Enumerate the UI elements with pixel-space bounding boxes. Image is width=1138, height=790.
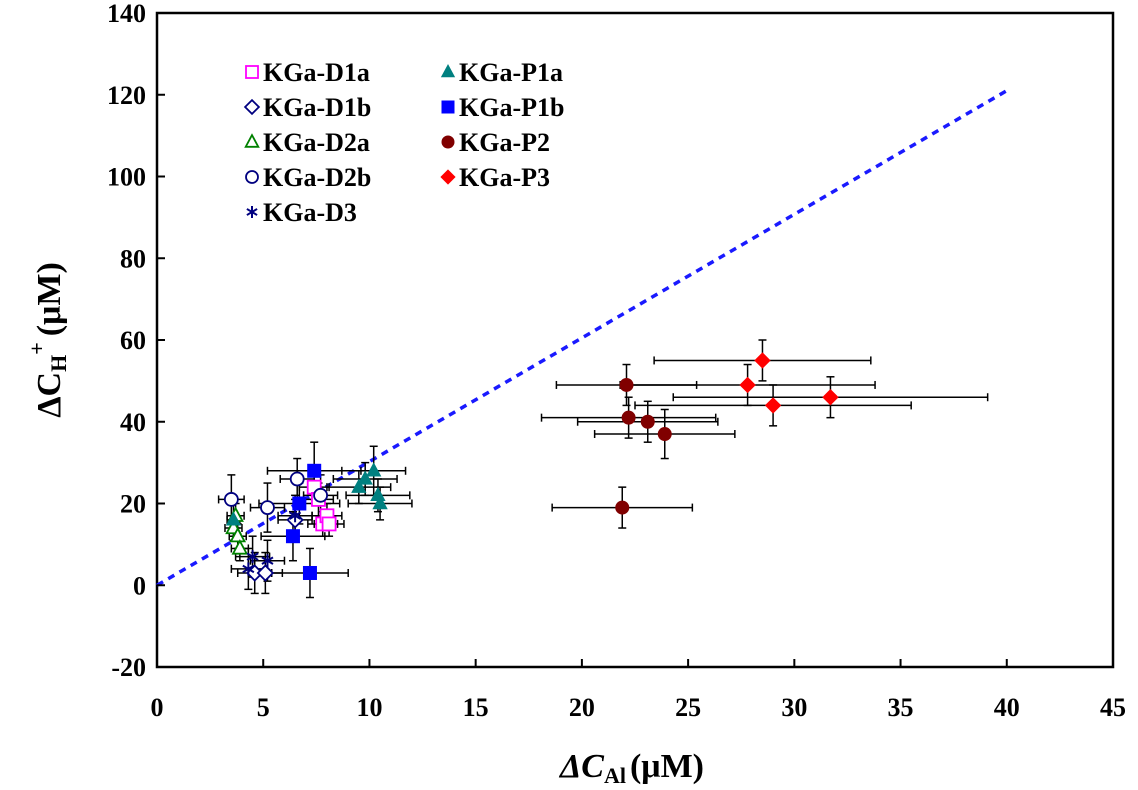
legend-marker — [440, 169, 456, 185]
data-point-kga-p1a — [372, 494, 388, 510]
y-tick-label: 60 — [120, 326, 146, 355]
x-axis-title-sub: Al — [604, 763, 626, 788]
legend-label: KGa-D1b — [263, 93, 371, 122]
x-tick-label: 30 — [781, 693, 807, 722]
legend-item: KGa-P3 — [440, 163, 550, 192]
legend-marker — [441, 135, 455, 149]
data-point-kga-p1b — [302, 565, 317, 580]
x-tick-label: 45 — [1100, 693, 1126, 722]
data-point-kga-d1b — [256, 564, 275, 582]
data-point-kga-p2 — [615, 500, 630, 515]
y-axis-title: ΔCH+ (μM) — [24, 262, 71, 418]
legend-marker — [441, 100, 455, 114]
data-point-kga-p1a — [357, 470, 373, 485]
data-point-kga-d1a — [321, 516, 337, 532]
reference-line — [156, 89, 1008, 587]
data-point-kga-d3 — [246, 550, 259, 564]
y-axis-title-sub: H — [46, 355, 71, 372]
data-point-kga-d3 — [261, 554, 274, 568]
y-tick-label: 40 — [120, 408, 146, 437]
x-tick-label: 15 — [463, 693, 489, 722]
data-point-kga-p1a — [366, 462, 382, 477]
legend-marker — [244, 133, 260, 148]
plot-frame — [155, 11, 1115, 669]
y-tick-label: 80 — [120, 244, 146, 273]
data-point-kga-p1a — [351, 478, 367, 493]
y-axis-title-unit: (μM) — [31, 262, 68, 336]
data-point-kga-d2b — [223, 492, 239, 507]
data-point-kga-d3 — [289, 509, 302, 523]
y-axis-title-sup: + — [24, 342, 49, 355]
data-point-kga-p3 — [764, 397, 782, 414]
legend-marker — [243, 98, 261, 116]
data-point-kga-p1b — [292, 496, 307, 511]
legend-label: KGa-P1b — [459, 93, 564, 122]
y-tick-label: 140 — [107, 0, 146, 28]
legend-item: KGa-P1b — [441, 93, 564, 122]
legend-marker — [246, 206, 258, 218]
x-tick-label: 0 — [151, 693, 164, 722]
data-point-kga-p1b — [307, 463, 322, 478]
data-point-kga-d2b — [313, 487, 328, 503]
data-point-kga-d3 — [242, 562, 255, 576]
data-point-kga-p1a — [225, 511, 242, 526]
y-tick-label: 0 — [133, 571, 146, 600]
legend-item: KGa-D2b — [245, 163, 371, 192]
legend-marker — [245, 65, 259, 79]
legend-item: KGa-P2 — [441, 128, 550, 157]
y-tick-label: 100 — [107, 163, 146, 192]
x-axis-title: ΔCAl (μM) — [558, 748, 704, 788]
legend-label: KGa-D3 — [263, 198, 357, 227]
y-tick-label: 20 — [120, 490, 146, 519]
x-axis-title-unit: (μM) — [630, 748, 704, 785]
legend-label: KGa-P1a — [459, 58, 563, 87]
y-tick-label: -20 — [111, 653, 146, 682]
legend-marker — [440, 64, 456, 78]
x-tick-label: 20 — [569, 693, 595, 722]
legend-item: KGa-D3 — [246, 198, 357, 227]
legend-item: KGa-D2a — [244, 128, 370, 157]
data-point-kga-p1b — [285, 529, 300, 544]
y-axis-title-prefix: ΔC — [31, 372, 68, 418]
legend-item: KGa-D1a — [245, 58, 370, 87]
x-tick-label: 10 — [356, 693, 382, 722]
data-point-kga-p2 — [640, 414, 655, 429]
data-point-kga-p3 — [754, 352, 771, 369]
legend-label: KGa-D2a — [263, 128, 370, 157]
data-point-kga-d2a — [231, 539, 249, 555]
data-point-kga-d2a — [229, 526, 247, 543]
data-point-kga-d2b — [289, 471, 305, 487]
data-point-kga-p2 — [621, 410, 636, 425]
y-tick-label: 120 — [107, 81, 146, 110]
data-point-kga-p2 — [619, 377, 634, 392]
x-tick-label: 40 — [994, 693, 1020, 722]
x-axis-title-prefix: ΔC — [558, 748, 604, 785]
legend-item: KGa-D1b — [243, 93, 371, 122]
legend-marker — [245, 170, 259, 184]
legend-item: KGa-P1a — [440, 58, 563, 87]
legend-label: KGa-D1a — [263, 58, 370, 87]
legend-label: KGa-P3 — [459, 163, 550, 192]
data-point-kga-p3 — [822, 389, 839, 406]
data-point-kga-d2b — [260, 500, 275, 515]
legend-label: KGa-P2 — [459, 128, 550, 157]
data-point-kga-p3 — [739, 376, 756, 394]
legend-label: KGa-D2b — [263, 163, 371, 192]
x-tick-label: 5 — [257, 693, 270, 722]
x-tick-label: 25 — [675, 693, 701, 722]
data-point-kga-p2 — [657, 427, 672, 442]
x-tick-label: 35 — [888, 693, 914, 722]
